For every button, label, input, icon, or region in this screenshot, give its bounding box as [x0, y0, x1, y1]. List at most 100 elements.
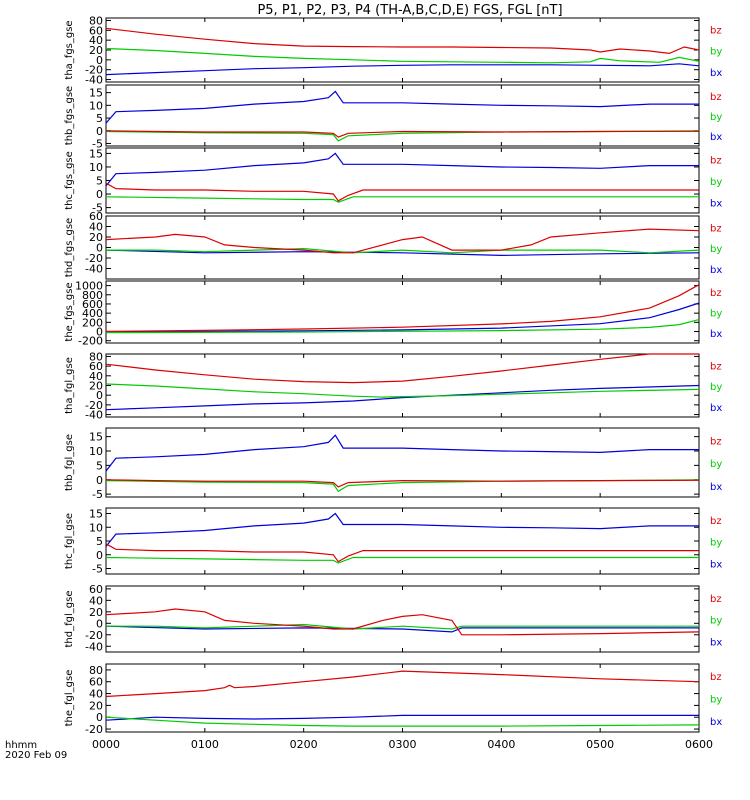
- series-line-by: [106, 247, 700, 254]
- legend-label-by: by: [710, 47, 722, 58]
- y-tick-label: 20: [89, 699, 103, 712]
- series-line-bz: [105, 27, 700, 55]
- y-tick-label: -20: [85, 64, 103, 77]
- y-tick-label: -5: [92, 488, 103, 501]
- y-tick-label: 60: [89, 210, 103, 223]
- y-tick-label: 10: [89, 521, 103, 534]
- series-line-by: [105, 196, 699, 203]
- legend-label-bz: bz: [710, 361, 722, 372]
- series-line-by: [105, 319, 700, 334]
- legend-label-bz: bz: [710, 516, 722, 527]
- y-tick-label: 0: [96, 617, 103, 630]
- y-tick-label: 0: [96, 242, 103, 255]
- series-line-by: [105, 556, 699, 564]
- x-tick-label: 0500: [586, 738, 614, 751]
- y-tick-label: 20: [89, 231, 103, 244]
- series-line-by: [105, 716, 700, 727]
- panel-frame: [105, 663, 700, 733]
- y-tick-label: -200: [78, 335, 103, 348]
- series-line-by: [105, 47, 700, 64]
- panel-frame: [105, 507, 700, 575]
- y-tick-label: 40: [89, 221, 103, 234]
- x-tick-label: 0200: [290, 738, 318, 751]
- y-tick-label: -20: [85, 252, 103, 265]
- legend-label-bx: bx: [710, 403, 722, 414]
- panel-frame: [105, 585, 700, 653]
- y-tick-label: 40: [89, 688, 103, 701]
- y-tick-label: 40: [89, 34, 103, 47]
- panel-frame: [105, 427, 700, 498]
- x-tick-label: 0000: [92, 738, 120, 751]
- x-corner-label-hhmm: hhmm: [5, 740, 37, 751]
- legend-label-bz: bz: [710, 92, 722, 103]
- y-tick-label: 60: [89, 583, 103, 596]
- series-line-by: [105, 383, 700, 398]
- legend-label-bz: bz: [710, 156, 722, 167]
- y-axis-label: the_fgs_gse: [64, 282, 75, 341]
- y-axis-label: tha_fgs_gse: [64, 20, 75, 79]
- y-axis-label: the_fgl_gse: [64, 670, 75, 727]
- y-axis-label: thb_fgl_gse: [64, 434, 75, 491]
- y-axis-label: thc_fgl_gse: [64, 513, 75, 569]
- y-tick-label: 40: [89, 370, 103, 383]
- legend-label-bx: bx: [710, 482, 722, 493]
- y-tick-label: 0: [96, 549, 103, 562]
- y-tick-label: 5: [96, 459, 103, 472]
- series-line-bz: [105, 670, 700, 698]
- y-tick-label: -40: [85, 640, 103, 653]
- legend-label-bx: bx: [710, 637, 722, 648]
- y-tick-label: 60: [89, 360, 103, 373]
- legend-label-by: by: [710, 244, 722, 255]
- series-line-bz: [105, 353, 699, 384]
- y-tick-label: 15: [89, 147, 103, 160]
- legend-label-by: by: [710, 616, 722, 627]
- y-tick-label: 5: [96, 175, 103, 188]
- y-tick-label: 15: [89, 87, 103, 100]
- y-tick-label: -20: [85, 399, 103, 412]
- x-axis: 0000 0100 0200 0300 0400 0500 0600: [92, 738, 713, 751]
- y-tick-label: 0: [96, 711, 103, 724]
- legend-label-by: by: [710, 177, 722, 188]
- x-corner-label-date: 2020 Feb 09: [5, 750, 67, 761]
- series-line-bz: [105, 130, 700, 138]
- series-line-bz: [105, 228, 700, 254]
- y-tick-label: 40: [89, 594, 103, 607]
- y-tick-label: 0: [96, 54, 103, 67]
- y-tick-label: 0: [96, 474, 103, 487]
- y-tick-label: 0: [96, 326, 103, 339]
- y-tick-label: -5: [92, 137, 103, 150]
- y-axis-label: tha_fgl_gse: [64, 357, 75, 414]
- y-tick-label: 800: [82, 289, 103, 302]
- x-tick-label: 0400: [487, 738, 515, 751]
- series-line-bx: [105, 152, 699, 187]
- panel-frame: [105, 215, 700, 280]
- legend-label-by: by: [710, 459, 722, 470]
- legend-label-by: by: [710, 695, 722, 706]
- y-tick-label: 5: [96, 112, 103, 125]
- y-axis-label: thb_fgs_gse: [64, 86, 75, 145]
- legend-label-bz: bz: [710, 288, 722, 299]
- y-tick-label: 80: [89, 664, 103, 677]
- y-tick-label: 20: [89, 606, 103, 619]
- legend-label-by: by: [710, 309, 722, 320]
- series-line-bz: [105, 608, 700, 636]
- series-line-bx: [105, 302, 700, 333]
- x-tick-label: 0100: [191, 738, 219, 751]
- y-tick-label: 0: [96, 389, 103, 402]
- y-axis-label: thd_fgs_gse: [64, 218, 75, 277]
- y-tick-label: 0: [96, 125, 103, 138]
- y-tick-label: 15: [89, 508, 103, 521]
- series-line-bz: [105, 543, 699, 563]
- y-tick-label: 1000: [75, 280, 103, 293]
- y-tick-label: 15: [89, 431, 103, 444]
- y-tick-label: 10: [89, 161, 103, 174]
- legend-label-bz: bz: [710, 223, 722, 234]
- series-line-bx: [105, 625, 699, 633]
